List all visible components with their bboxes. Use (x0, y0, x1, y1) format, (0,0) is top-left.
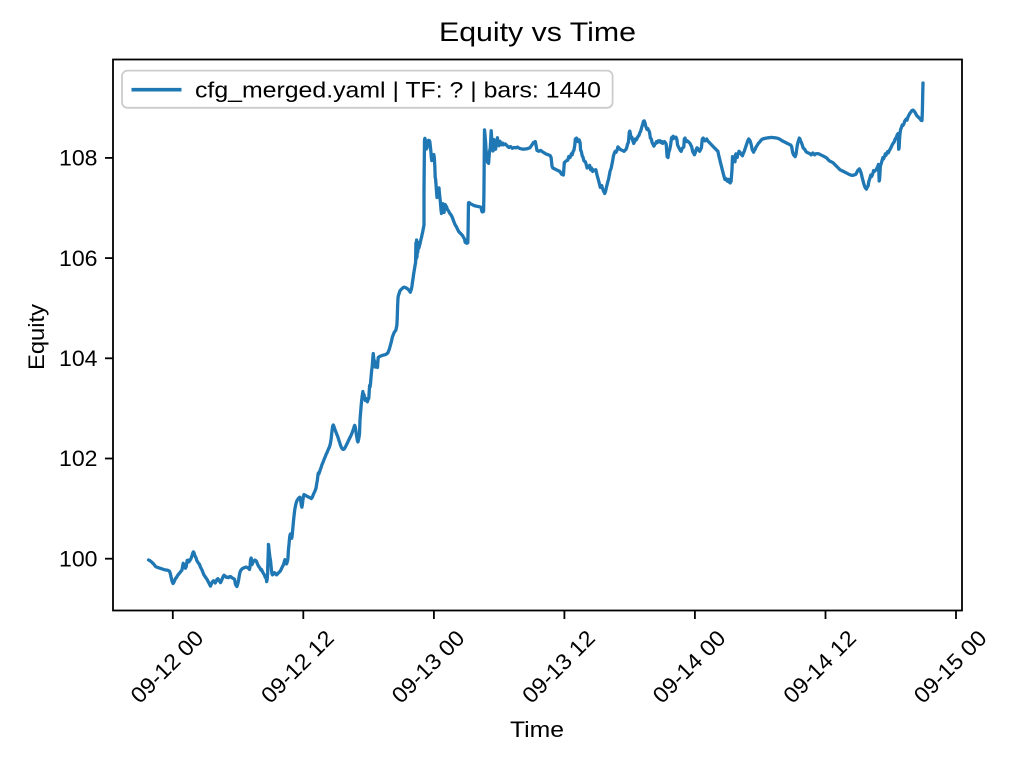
svg-text:Time: Time (510, 717, 564, 742)
svg-text:Equity: Equity (24, 303, 49, 370)
svg-text:106: 106 (59, 246, 98, 271)
svg-text:Equity vs Time: Equity vs Time (439, 17, 636, 47)
svg-text:108: 108 (59, 146, 98, 171)
svg-text:cfg_merged.yaml | TF: ? | bars: cfg_merged.yaml | TF: ? | bars: 1440 (195, 78, 601, 103)
svg-text:102: 102 (59, 446, 98, 471)
svg-text:100: 100 (59, 546, 98, 571)
svg-text:104: 104 (59, 346, 98, 371)
